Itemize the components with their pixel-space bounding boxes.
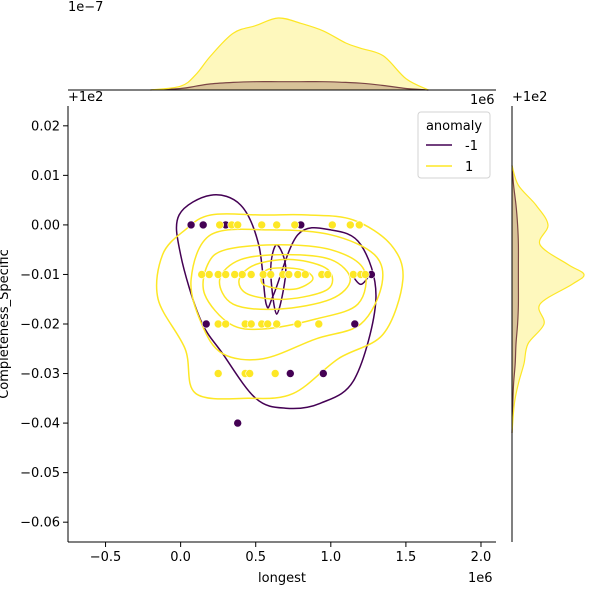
scatter-point-pos1 (257, 220, 267, 230)
scatter-point-pos1 (293, 270, 303, 279)
x-tick-label: 1.5 (396, 550, 417, 565)
scatter-point-pos1 (204, 270, 214, 279)
right-density-fill-neg1 (512, 165, 519, 433)
top-marginal-right-label: 1e6 (470, 93, 495, 108)
y-tick-label: −0.02 (20, 318, 60, 333)
scatter-point-neg1 (285, 369, 295, 378)
scatter-points (186, 220, 376, 428)
scatter-point-pos1 (221, 319, 230, 329)
scatter-point-pos1 (246, 319, 256, 329)
legend-title: anomaly (426, 119, 482, 134)
x-tick-label: 0.5 (245, 550, 266, 565)
y-tick-label: −0.03 (20, 367, 60, 382)
scatter-point-pos1 (272, 319, 282, 329)
scatter-point-neg1 (198, 220, 208, 230)
y-axis-label: Completeness_Specific (0, 249, 12, 399)
kde-contour-neg1-1 (269, 243, 287, 315)
x-tick-label: −0.5 (90, 550, 122, 565)
scatter-point-neg1 (318, 369, 328, 378)
legend-box (417, 111, 491, 179)
top-marginal-density (150, 17, 429, 91)
top-density-fill-pos1 (150, 17, 429, 90)
kde-contour-pos1-2 (202, 243, 367, 331)
scatter-point-pos1 (348, 270, 358, 279)
y-tick-label: −0.05 (20, 466, 60, 481)
y-tick-label: −0.04 (20, 417, 60, 432)
y-tick-label: 0.00 (31, 218, 60, 233)
scatter-point-pos1 (314, 319, 324, 329)
legend-label-neg1: -1 (465, 139, 478, 154)
y-tick-label: 0.02 (31, 119, 60, 134)
top-density-line-pos1 (150, 17, 429, 91)
right-density-line-pos1 (511, 165, 585, 434)
scatter-point-pos1 (360, 270, 370, 279)
scatter-point-pos1 (327, 220, 337, 230)
scatter-point-pos1 (233, 220, 242, 230)
right-density-fill-pos1 (512, 165, 585, 433)
kde-contour-pos1-4 (238, 258, 334, 301)
scatter-point-pos1 (293, 319, 303, 329)
x-tick-label: 0.0 (170, 550, 191, 565)
scatter-point-pos1 (213, 319, 223, 329)
top-density-line-neg1 (150, 81, 429, 91)
x-axis-label: longest (258, 571, 306, 586)
x-tick-label: 1.0 (320, 550, 341, 565)
y-axis-ticks: 0.02 0.01 0.00 −0.01 −0.02 −0.03 −0.04 −0.05 −0.… (20, 119, 68, 531)
kde-contour-pos1-0 (155, 213, 404, 400)
x-tick-label: 2.0 (471, 550, 492, 565)
scatter-point-pos1 (258, 270, 268, 279)
scatter-point-pos1 (246, 270, 256, 279)
scatter-point-neg1 (186, 220, 196, 230)
scatter-point-pos1 (245, 369, 254, 378)
scatter-point-pos1 (215, 220, 224, 230)
kde-contour-pos1-5 (260, 267, 314, 291)
scatter-point-pos1 (323, 270, 333, 279)
scatter-point-pos1 (300, 270, 310, 279)
scatter-point-pos1 (237, 270, 247, 279)
scatter-point-pos1 (230, 270, 239, 279)
right-marginal-offset-label: +1e2 (512, 90, 547, 105)
top-marginal-scale-label: 1e−7 (68, 0, 103, 15)
scatter-point-pos1 (272, 220, 282, 230)
x-axis-ticks: −0.5 0.0 0.5 1.0 1.5 2.0 (90, 542, 492, 565)
top-marginal-offset-label: +1e2 (68, 90, 103, 105)
legend: anomaly -1 1 (417, 111, 491, 179)
scatter-point-pos1 (270, 369, 280, 378)
scatter-point-neg1 (201, 319, 211, 329)
scatter-point-pos1 (197, 270, 206, 279)
scatter-point-pos1 (345, 220, 355, 230)
scatter-point-neg1 (350, 319, 360, 329)
scatter-point-pos1 (263, 319, 273, 329)
scatter-point-pos1 (266, 270, 276, 279)
kde-contour-pos1-3 (218, 253, 352, 311)
scatter-point-pos1 (221, 270, 230, 279)
y-tick-label: −0.01 (20, 268, 60, 283)
scatter-point-pos1 (354, 220, 364, 230)
scatter-point-pos1 (213, 369, 223, 378)
right-density-line-neg1 (511, 165, 520, 434)
legend-label-1: 1 (465, 160, 473, 175)
scatter-point-pos1 (213, 270, 223, 279)
scatter-point-neg1 (233, 418, 242, 428)
right-marginal-density (511, 165, 585, 434)
scatter-point-pos1 (290, 220, 300, 230)
x-offset-label: 1e6 (468, 571, 493, 586)
kde-contour-pos1-1 (190, 228, 384, 361)
y-tick-label: 0.01 (31, 169, 60, 184)
scatter-point-pos1 (284, 270, 294, 279)
y-tick-label: −0.06 (20, 516, 60, 531)
